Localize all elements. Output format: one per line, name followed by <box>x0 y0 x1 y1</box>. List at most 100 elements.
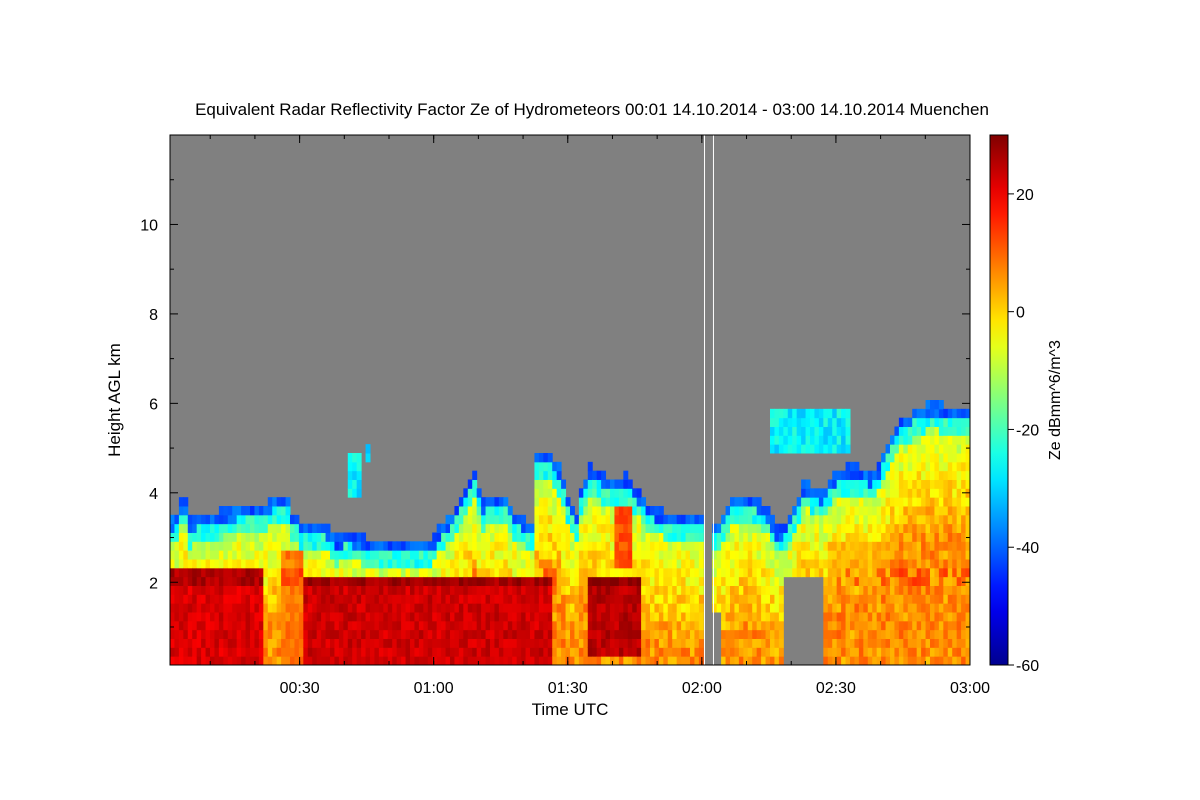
reflectivity-cell <box>876 514 882 525</box>
reflectivity-cell <box>214 603 220 613</box>
reflectivity-cell <box>894 435 900 445</box>
reflectivity-cell <box>805 426 811 436</box>
reflectivity-cell <box>490 497 495 507</box>
reflectivity-cell <box>196 576 202 586</box>
reflectivity-cell <box>694 559 700 569</box>
reflectivity-cell <box>192 647 198 657</box>
reflectivity-cell <box>947 497 953 507</box>
reflectivity-cell <box>925 408 931 419</box>
reflectivity-cell <box>196 647 202 657</box>
reflectivity-cell <box>343 603 349 613</box>
reflectivity-cell <box>845 488 851 498</box>
reflectivity-cell <box>614 488 620 498</box>
reflectivity-cell <box>423 629 429 639</box>
reflectivity-cell <box>574 550 580 560</box>
reflectivity-cell <box>534 488 540 498</box>
reflectivity-cell <box>205 638 211 648</box>
reflectivity-cell <box>245 523 251 533</box>
reflectivity-cell <box>854 514 860 525</box>
reflectivity-cell <box>725 638 731 648</box>
reflectivity-cell <box>170 514 175 525</box>
reflectivity-cell <box>321 559 327 569</box>
reflectivity-cell <box>903 638 909 648</box>
reflectivity-cell <box>778 576 784 586</box>
reflectivity-cell <box>250 629 255 639</box>
reflectivity-cell <box>183 612 189 622</box>
reflectivity-cell <box>285 656 291 666</box>
reflectivity-cell <box>485 497 491 507</box>
reflectivity-cell <box>916 444 922 454</box>
reflectivity-cell <box>618 567 624 578</box>
reflectivity-cell <box>867 506 873 516</box>
reflectivity-cell <box>570 541 575 551</box>
reflectivity-cell <box>232 647 238 657</box>
reflectivity-cell <box>387 629 393 639</box>
reflectivity-cell <box>454 541 460 551</box>
reflectivity-cell <box>472 497 478 507</box>
reflectivity-cell <box>507 567 513 578</box>
reflectivity-cell <box>547 638 553 648</box>
reflectivity-cell <box>561 479 567 489</box>
reflectivity-cell <box>854 585 860 595</box>
reflectivity-cell <box>890 435 895 445</box>
reflectivity-cell <box>610 620 615 631</box>
reflectivity-cell <box>552 479 558 489</box>
reflectivity-cell <box>178 647 184 657</box>
reflectivity-cell <box>947 612 953 622</box>
reflectivity-cell <box>872 523 878 533</box>
reflectivity-cell <box>738 656 744 666</box>
reflectivity-cell <box>267 603 273 613</box>
reflectivity-cell <box>823 550 829 560</box>
reflectivity-cell <box>352 470 358 480</box>
reflectivity-cell <box>663 585 669 595</box>
reflectivity-cell <box>174 629 180 639</box>
reflectivity-cell <box>672 656 678 666</box>
reflectivity-cell <box>832 435 838 445</box>
reflectivity-cell <box>761 532 767 542</box>
reflectivity-cell <box>543 576 549 586</box>
reflectivity-cell <box>858 523 864 533</box>
reflectivity-cell <box>943 523 949 533</box>
reflectivity-cell <box>241 647 247 657</box>
reflectivity-cell <box>858 506 864 516</box>
reflectivity-cell <box>303 629 309 639</box>
reflectivity-cell <box>601 532 607 542</box>
reflectivity-cell <box>583 532 589 542</box>
reflectivity-cell <box>938 541 944 551</box>
reflectivity-cell <box>827 514 833 525</box>
reflectivity-cell <box>405 541 411 551</box>
reflectivity-cell <box>650 620 655 631</box>
reflectivity-cell <box>556 603 562 613</box>
reflectivity-cell <box>583 550 589 560</box>
reflectivity-cell <box>210 603 215 613</box>
reflectivity-cell <box>547 497 553 507</box>
reflectivity-cell <box>343 559 349 569</box>
reflectivity-cell <box>512 541 518 551</box>
reflectivity-cell <box>236 620 242 631</box>
reflectivity-cell <box>276 506 282 516</box>
reflectivity-cell <box>801 479 807 489</box>
reflectivity-cell <box>925 638 931 648</box>
reflectivity-cell <box>441 647 447 657</box>
reflectivity-cell <box>561 638 567 648</box>
reflectivity-cell <box>805 408 811 419</box>
reflectivity-cell <box>872 594 878 604</box>
reflectivity-cell <box>961 408 967 419</box>
reflectivity-cell <box>356 470 362 480</box>
reflectivity-cell <box>618 620 624 631</box>
reflectivity-cell <box>414 629 420 639</box>
reflectivity-cell <box>458 585 464 595</box>
reflectivity-cell <box>645 647 651 657</box>
reflectivity-cell <box>841 576 847 586</box>
reflectivity-cell <box>254 612 260 622</box>
reflectivity-cell <box>405 647 411 657</box>
reflectivity-cell <box>641 567 647 578</box>
reflectivity-cell <box>325 594 331 604</box>
reflectivity-cell <box>832 444 838 454</box>
reflectivity-cell <box>458 576 464 586</box>
reflectivity-cell <box>570 603 575 613</box>
reflectivity-cell <box>805 514 811 525</box>
reflectivity-cell <box>761 514 767 525</box>
reflectivity-cell <box>552 532 558 542</box>
reflectivity-cell <box>485 629 491 639</box>
